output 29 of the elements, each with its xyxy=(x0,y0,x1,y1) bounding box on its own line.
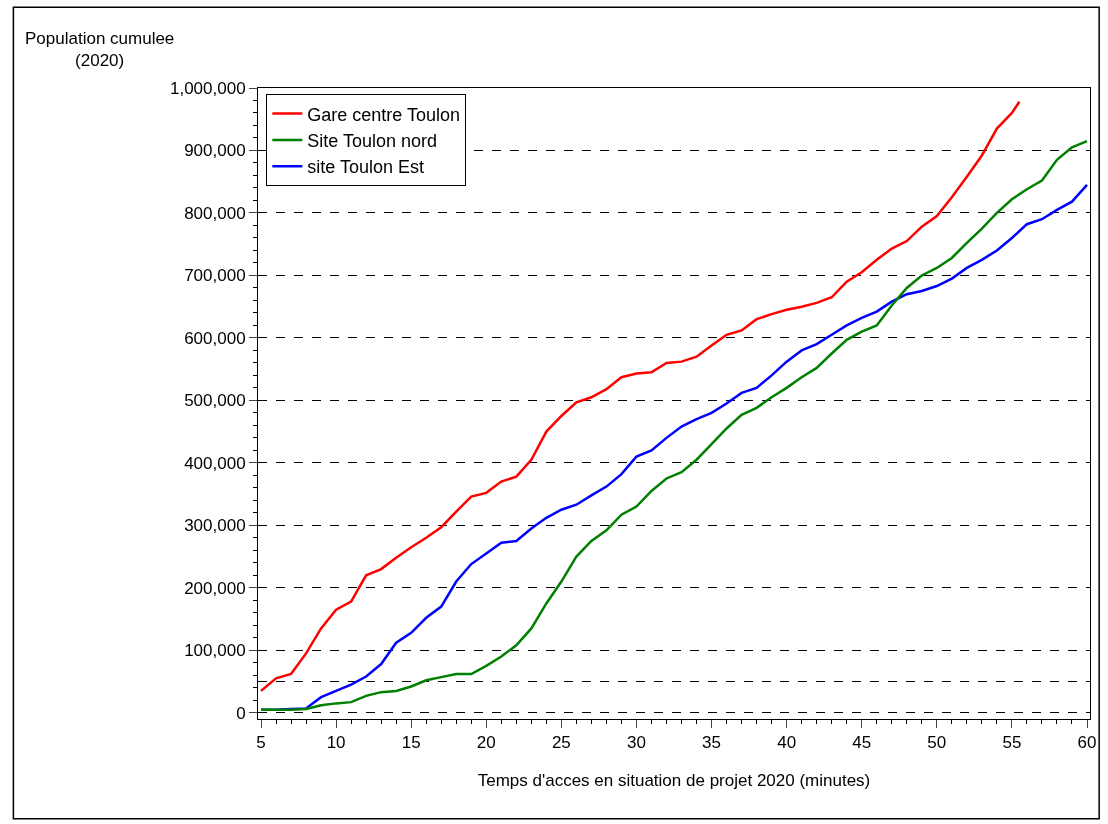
legend-label: Gare centre Toulon xyxy=(307,104,461,125)
x-tick-label: 50 xyxy=(927,733,947,753)
x-tick-label: 55 xyxy=(1002,733,1022,753)
y-tick-label: 400,000 xyxy=(184,453,246,473)
x-tick-label: 5 xyxy=(256,733,266,753)
legend-label: site Toulon Est xyxy=(307,157,425,178)
y-tick-label: 200,000 xyxy=(184,578,246,598)
x-tick-label: 10 xyxy=(326,733,346,753)
y-tick-label: 800,000 xyxy=(184,203,246,223)
y-tick-label: 900,000 xyxy=(184,141,246,161)
y-tick-label: 300,000 xyxy=(184,516,246,536)
x-tick-label: 15 xyxy=(401,733,421,753)
line-series xyxy=(259,100,1021,693)
x-tick-label: 45 xyxy=(852,733,872,753)
y-tick-label: 1,000,000 xyxy=(169,78,246,98)
y-axis-title: Population cumulee (2020) xyxy=(25,29,175,71)
x-tick-label: 30 xyxy=(626,733,646,753)
y-tick-label: 500,000 xyxy=(184,391,246,411)
x-tick-label: 35 xyxy=(702,733,722,753)
y-tick-label: 100,000 xyxy=(184,641,246,661)
x-tick-label: 25 xyxy=(551,733,571,753)
y-tick-label: 0 xyxy=(236,703,246,723)
y-tick-label: 600,000 xyxy=(184,328,246,348)
legend-label: Site Toulon nord xyxy=(307,130,438,151)
x-tick-label: 20 xyxy=(476,733,496,753)
y-tick-label: 700,000 xyxy=(184,266,246,286)
x-tick-label: 60 xyxy=(1077,733,1097,753)
x-tick-label: 40 xyxy=(777,733,797,753)
x-axis-title: Temps d'acces en situation de projet 2020 (minutes) xyxy=(477,770,871,790)
